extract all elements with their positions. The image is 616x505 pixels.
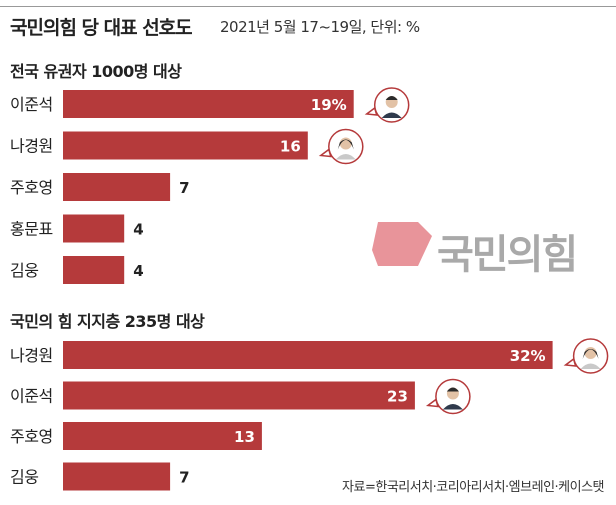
- bar-value-label: 13: [234, 428, 255, 446]
- portrait-hair: [385, 96, 398, 100]
- bar: [63, 256, 125, 284]
- portrait-pointer: [425, 398, 439, 408]
- category-label: 이준석: [10, 387, 53, 406]
- chart-title: 국민의힘 당 대표 선호도: [10, 17, 193, 39]
- top-rule: [0, 6, 616, 7]
- bar: [63, 381, 415, 410]
- portrait-pointer: [318, 148, 332, 158]
- logo-text: 국민의힘: [437, 232, 578, 278]
- bar-value-label: 4: [133, 262, 143, 280]
- category-label: 이준석: [10, 95, 53, 114]
- bar-value-label: 19%: [311, 96, 347, 114]
- bar-value-label: 16: [280, 138, 301, 156]
- portrait-shoulders: [335, 154, 356, 160]
- source-note: 자료=한국리서치·코리아리서치·엠브레인·케이스탯: [342, 480, 604, 495]
- portrait-face: [584, 347, 597, 359]
- bar: [63, 214, 125, 243]
- bar-value-label: 7: [179, 179, 189, 197]
- portrait-pointer: [563, 357, 577, 367]
- portrait-hair: [446, 387, 459, 392]
- portrait-shoulders: [381, 112, 402, 118]
- bar: [63, 462, 171, 491]
- portrait-face: [339, 137, 352, 150]
- section-1-title: 전국 유권자 1000명 대상: [10, 62, 182, 81]
- bar: [63, 173, 171, 201]
- bar: [63, 422, 262, 450]
- category-label: 김웅: [10, 468, 38, 487]
- category-label: 주호영: [10, 427, 53, 446]
- category-label: 김웅: [10, 261, 38, 280]
- bar-value-label: 4: [133, 221, 143, 239]
- portrait-shoulders: [580, 363, 601, 369]
- bar-value-label: 32%: [510, 347, 546, 365]
- portrait-pointer: [364, 106, 378, 116]
- chart-subtitle: 2021년 5월 17~19일, 단위: %: [220, 18, 420, 36]
- category-label: 홍문표: [10, 220, 53, 239]
- bar: [63, 341, 553, 369]
- bar: [63, 131, 308, 160]
- portrait-hair: [337, 139, 354, 150]
- portrait-shoulders: [442, 404, 463, 410]
- category-label: 나경원: [10, 346, 53, 365]
- category-label: 주호영: [10, 178, 53, 197]
- portrait-hair: [582, 349, 599, 359]
- bar-value-label: 7: [179, 469, 189, 487]
- bar: [63, 90, 354, 118]
- category-label: 나경원: [10, 137, 53, 156]
- section-2-title: 국민의 힘 지지층 235명 대상: [10, 312, 205, 331]
- logo-mark: [372, 222, 432, 266]
- bar-value-label: 23: [387, 388, 408, 406]
